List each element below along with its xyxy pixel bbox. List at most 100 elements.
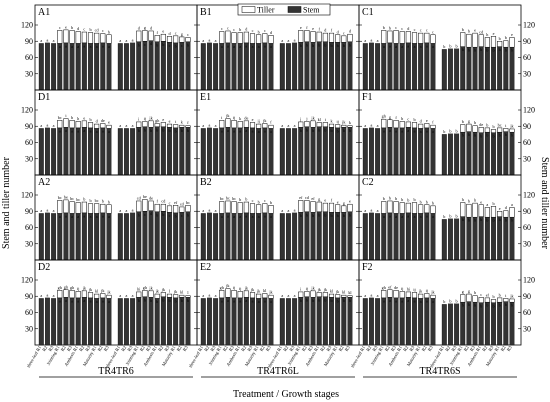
significance-letter: a xyxy=(40,208,42,213)
stem-bar xyxy=(243,127,249,176)
panel-label: A1 xyxy=(38,7,50,18)
stem-significance-letter: b xyxy=(492,303,494,308)
stem-bar xyxy=(393,213,399,261)
significance-letter: jk xyxy=(509,293,514,298)
stem-bar xyxy=(447,48,453,91)
stem-significance-letter: b xyxy=(187,298,189,303)
tiller-bar xyxy=(81,201,87,214)
y-tick-label: 120 xyxy=(21,191,33,200)
stem-bar xyxy=(375,298,381,346)
stem-bar xyxy=(335,297,341,346)
significance-letter: cd xyxy=(305,195,310,200)
stem-bar xyxy=(106,43,112,91)
stem-bar xyxy=(478,132,484,176)
tiller-bar xyxy=(262,293,268,299)
stem-bar xyxy=(237,297,243,346)
significance-letter: jk xyxy=(225,113,230,118)
significance-letter: gh xyxy=(64,284,69,289)
significance-letter: b xyxy=(456,128,458,133)
stem-bar xyxy=(130,298,136,346)
stem-bar xyxy=(148,127,154,176)
stem-bar xyxy=(316,41,322,91)
stem-bar xyxy=(148,40,154,91)
significance-letter: b xyxy=(456,213,458,218)
tiller-bar xyxy=(100,33,106,44)
significance-letter: jk xyxy=(262,118,267,123)
stem-significance-letter: a xyxy=(233,128,235,133)
significance-letter: jk xyxy=(148,115,153,120)
significance-letter: g xyxy=(144,25,147,30)
stem-bar xyxy=(124,128,129,176)
stem-significance-letter: b xyxy=(306,42,308,47)
stem-significance-letter: a xyxy=(420,44,422,49)
stem-significance-letter: a xyxy=(264,298,266,303)
tiller-bar xyxy=(484,37,490,48)
stem-bar xyxy=(368,127,374,176)
tiller-bar xyxy=(173,205,179,214)
y-tick-label: 60 xyxy=(25,138,33,147)
tiller-bar xyxy=(262,203,268,214)
stem-significance-letter: b xyxy=(492,48,494,53)
stem-bar xyxy=(399,213,405,261)
significance-letter: c xyxy=(175,30,177,35)
y-tick-label: 30 xyxy=(25,239,33,248)
tiller-bar xyxy=(136,200,142,213)
stem-significance-letter: b xyxy=(486,303,488,308)
significance-letter: a xyxy=(371,37,373,42)
stem-significance-letter: b xyxy=(330,128,332,133)
stem-bar xyxy=(200,298,206,346)
stem-bar xyxy=(243,212,249,261)
significance-letter: a xyxy=(281,293,283,298)
stem-significance-letter: a xyxy=(432,129,434,134)
significance-letter: e xyxy=(83,115,85,120)
stem-bar xyxy=(484,132,490,176)
tiller-bar xyxy=(219,31,225,44)
tiller-bar xyxy=(57,120,63,129)
stem-bar xyxy=(136,211,142,261)
tiller-bar xyxy=(347,33,353,43)
stem-significance-letter: a xyxy=(258,299,260,304)
significance-letter: de xyxy=(101,118,105,123)
significance-letter: i xyxy=(175,119,177,124)
x-tick-label: R3 xyxy=(145,344,152,352)
significance-letter: a xyxy=(377,123,379,128)
stem-bar xyxy=(503,47,509,91)
stem-significance-letter: b xyxy=(312,213,314,218)
stem-bar xyxy=(375,43,381,91)
stem-significance-letter: b xyxy=(187,42,189,47)
tiller-bar xyxy=(460,294,466,303)
stem-significance-letter: b xyxy=(181,128,183,133)
panel-label: E1 xyxy=(200,92,211,103)
stem-bar xyxy=(94,298,100,346)
stem-bar xyxy=(206,297,212,346)
significance-letter: b xyxy=(401,116,403,121)
stem-bar xyxy=(154,126,160,176)
stem-bar xyxy=(441,219,447,261)
stem-significance-letter: a xyxy=(414,298,416,303)
stem-bar xyxy=(256,128,262,176)
tiller-bar xyxy=(106,124,112,129)
significance-letter: gh xyxy=(220,285,225,290)
tiller-bar xyxy=(335,124,341,129)
stem-bar xyxy=(148,210,154,261)
stem-significance-letter: a xyxy=(395,128,397,133)
significance-letter: h xyxy=(462,197,465,202)
stem-significance-letter: b xyxy=(162,42,164,47)
tiller-bar xyxy=(316,201,322,213)
x-tick-label: R2 xyxy=(41,344,48,352)
stem-bar xyxy=(173,127,179,176)
significance-letter: f xyxy=(306,25,308,30)
tiller-bar xyxy=(154,35,160,43)
stem-bar xyxy=(262,212,268,261)
stem-bar xyxy=(154,211,160,261)
significance-letter: f xyxy=(331,198,333,203)
stem-significance-letter: b xyxy=(474,218,476,223)
tiller-bar xyxy=(497,41,503,47)
tiller-bar xyxy=(262,33,268,44)
stem-bar xyxy=(160,211,166,261)
significance-letter: jk xyxy=(82,285,87,290)
significance-letter: b xyxy=(389,25,391,30)
stem-bar xyxy=(418,128,424,176)
stem-significance-letter: a xyxy=(245,128,247,133)
